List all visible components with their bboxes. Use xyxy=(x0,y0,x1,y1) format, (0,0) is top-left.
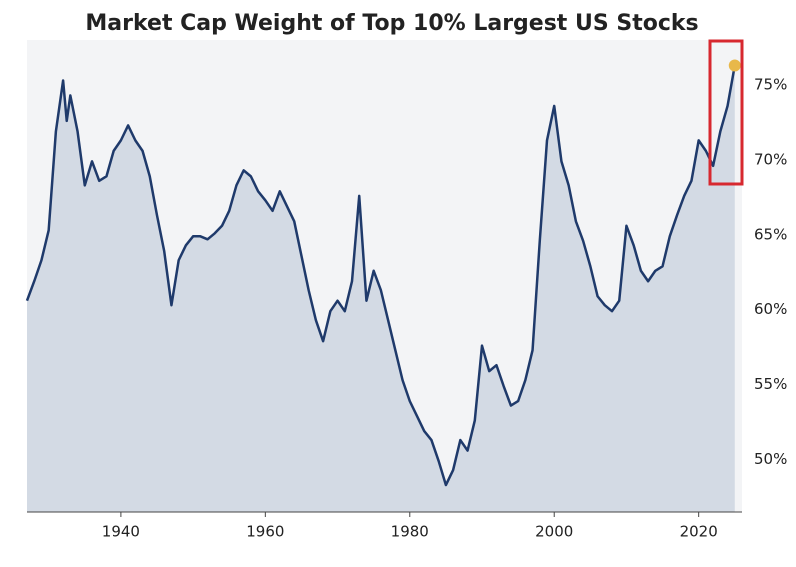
latest-point xyxy=(728,59,741,72)
y-tick-label: 50% xyxy=(754,450,787,468)
line xyxy=(25,65,737,487)
y-tick-label: 75% xyxy=(754,75,787,93)
highlight-box xyxy=(708,39,744,186)
y-tick-label: 55% xyxy=(754,375,787,393)
y-tick-label: 65% xyxy=(754,225,787,243)
x-tick-label: 1980 xyxy=(391,523,429,541)
x-tick-label: 2020 xyxy=(680,523,718,541)
x-tick-label: 2000 xyxy=(535,523,573,541)
y-tick-label: 70% xyxy=(754,150,787,168)
y-tick-label: 60% xyxy=(754,300,787,318)
area xyxy=(27,65,735,512)
x-tick-label: 1960 xyxy=(246,523,284,541)
x-tick-label: 1940 xyxy=(102,523,140,541)
chart-title: Market Cap Weight of Top 10% Largest US … xyxy=(85,11,698,36)
